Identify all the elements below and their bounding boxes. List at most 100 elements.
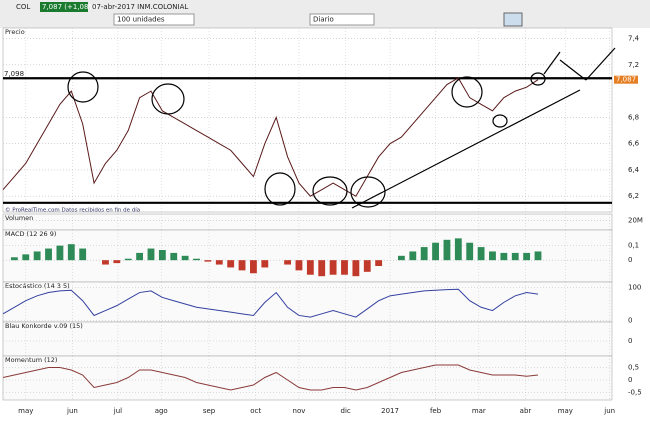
y-tick-label: 0 bbox=[628, 376, 632, 384]
bar bbox=[22, 254, 30, 261]
bar bbox=[489, 251, 496, 261]
panel bbox=[2, 281, 613, 323]
bar bbox=[147, 248, 155, 261]
bar bbox=[284, 260, 291, 265]
bar bbox=[523, 252, 531, 261]
bar bbox=[238, 260, 246, 271]
y-tick-label: 6,4 bbox=[628, 166, 640, 174]
x-tick-label: nov bbox=[293, 407, 306, 415]
annotations bbox=[67, 47, 616, 209]
panel-title: Volumen bbox=[5, 214, 33, 222]
x-tick-label: jun bbox=[66, 407, 78, 415]
bar bbox=[33, 251, 41, 261]
bar bbox=[193, 258, 200, 261]
bar bbox=[432, 242, 439, 261]
x-tick-label: 2017 bbox=[381, 407, 399, 415]
bar bbox=[102, 260, 109, 265]
x-tick-label: mar bbox=[472, 407, 486, 415]
x-tick-label: jul bbox=[113, 407, 122, 415]
bar bbox=[204, 260, 212, 262]
bar bbox=[318, 260, 326, 277]
bar bbox=[124, 258, 132, 261]
bar bbox=[10, 257, 18, 261]
panel bbox=[2, 321, 613, 357]
x-tick-label: abr bbox=[520, 407, 532, 415]
y-tick-label: 20M bbox=[628, 216, 643, 224]
y-tick-label: 100 bbox=[628, 284, 641, 292]
quote-badge bbox=[40, 2, 88, 12]
bar bbox=[227, 260, 235, 268]
y-tick-label: 7,2 bbox=[628, 61, 639, 69]
symbol: COL bbox=[16, 3, 30, 11]
period-box[interactable] bbox=[309, 13, 375, 26]
x-tick-label: dic bbox=[341, 407, 351, 415]
bar bbox=[170, 252, 178, 261]
series-line bbox=[2, 364, 539, 391]
info: 07-abr-2017 INM.COLONIAL bbox=[92, 3, 188, 11]
bar bbox=[363, 260, 371, 272]
bar bbox=[136, 252, 144, 261]
bar bbox=[67, 244, 75, 261]
y-tick-label: 0 bbox=[628, 256, 632, 264]
bar bbox=[45, 248, 52, 261]
y-tick-label: 0,1 bbox=[628, 242, 639, 250]
y-tick-label: 0 bbox=[628, 337, 632, 345]
bar bbox=[306, 260, 314, 275]
y-tick-label: 6,8 bbox=[628, 113, 639, 121]
bar bbox=[295, 260, 303, 271]
bar bbox=[215, 260, 223, 265]
y-tick-label: 6,6 bbox=[628, 140, 640, 148]
panel bbox=[2, 27, 613, 213]
level-label: 7,098 bbox=[4, 70, 24, 78]
bar bbox=[113, 260, 121, 264]
bar bbox=[443, 239, 451, 261]
bar bbox=[158, 250, 166, 261]
series-line bbox=[2, 77, 539, 197]
bar bbox=[534, 251, 542, 261]
x-tick-label: jun bbox=[603, 407, 615, 415]
bar bbox=[56, 245, 64, 261]
bar bbox=[500, 252, 508, 261]
bar bbox=[352, 260, 360, 277]
panel bbox=[2, 213, 613, 231]
bar bbox=[329, 260, 337, 275]
bar bbox=[79, 248, 87, 261]
bar bbox=[466, 242, 474, 261]
panel-title: Momentum (12) bbox=[5, 356, 57, 364]
y-tick-label: 0,5 bbox=[628, 364, 639, 372]
bar bbox=[250, 260, 257, 274]
panel bbox=[2, 355, 613, 401]
bar bbox=[181, 255, 189, 261]
tool-button[interactable] bbox=[503, 12, 523, 27]
panel-title: Precio bbox=[5, 28, 25, 36]
y-tick-label: 0 bbox=[628, 316, 632, 324]
bar bbox=[420, 247, 428, 261]
bar bbox=[409, 251, 417, 261]
series-line bbox=[2, 288, 539, 318]
quantity-box[interactable] bbox=[113, 13, 195, 26]
panel-title: MACD (12 26 9) bbox=[5, 230, 56, 238]
x-tick-label: sep bbox=[203, 407, 216, 415]
x-tick-label: may bbox=[18, 407, 33, 415]
last-label: 7,087 bbox=[616, 76, 636, 84]
period[interactable]: Diario bbox=[313, 16, 334, 24]
x-tick-label: ago bbox=[155, 407, 168, 415]
bar bbox=[261, 260, 269, 268]
y-tick-label: -0,5 bbox=[628, 389, 642, 397]
bar bbox=[397, 255, 405, 261]
quantity[interactable]: 100 unidades bbox=[117, 16, 165, 24]
x-tick-label: oct bbox=[250, 407, 261, 415]
y-tick-label: 6,2 bbox=[628, 192, 639, 200]
x-tick-label: may bbox=[558, 407, 573, 415]
bar bbox=[511, 252, 519, 261]
bar bbox=[477, 247, 485, 261]
bar bbox=[375, 260, 383, 266]
bar bbox=[454, 238, 462, 261]
quote: 7,087 (+1,08%) bbox=[42, 3, 98, 11]
note: © ProRealTime.com Datos recibidos en fin… bbox=[5, 207, 140, 214]
bar bbox=[341, 260, 348, 275]
panel-title: Blau Konkorde v.09 (15) bbox=[5, 322, 83, 330]
panel-title: Estocástico (14 3 5) bbox=[5, 282, 70, 290]
x-tick-label: feb bbox=[430, 407, 442, 415]
